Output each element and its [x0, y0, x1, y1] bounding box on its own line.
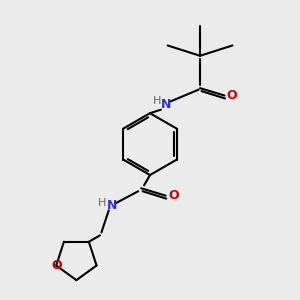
Text: N: N: [161, 98, 171, 111]
Text: H: H: [98, 198, 106, 208]
Text: N: N: [106, 200, 117, 212]
Text: O: O: [227, 89, 238, 102]
Text: O: O: [51, 259, 62, 272]
Text: O: O: [168, 189, 178, 202]
Text: H: H: [153, 96, 161, 106]
